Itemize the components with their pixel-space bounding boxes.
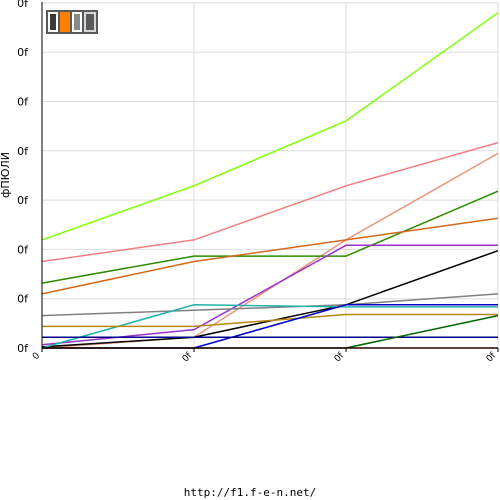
y-tick-labels: 0f 0f 0f 0f 0f 0f 0f 0f [17,0,29,355]
gridlines [41,2,499,349]
plot-area [42,2,498,348]
series-line-2 [41,141,499,263]
y-tick-label: 0f [17,342,29,355]
axes [41,2,499,352]
series-line-1 [41,12,499,241]
y-tick-label: 0f [17,243,29,256]
y-tick-label: 0f [17,46,29,59]
x-tick-label: 0 [31,351,42,362]
series-line-4 [41,190,499,284]
series-line-8 [41,293,499,317]
y-tick-label: 0f [17,0,29,10]
y-tick-label: 0f [17,293,29,306]
series-line-5 [41,217,499,295]
y-tick-label: 0f [17,96,29,109]
x-tick-label: 0f [333,350,347,364]
x-tick-labels: 0 0f 0f 0f [31,350,499,364]
x-tick-label: 0f [181,350,195,364]
y-axis-label: фПЮЛИ [0,152,12,198]
series-line-10 [42,313,498,328]
y-tick-label: 0f [17,145,29,158]
f1en-logo [46,8,98,36]
f1en-logo-image [46,10,98,34]
y-tick-label: 0f [17,194,29,207]
x-tick-label: 0f [485,350,499,364]
footer-url: http://f1.f-e-n.net/ [183,486,317,499]
